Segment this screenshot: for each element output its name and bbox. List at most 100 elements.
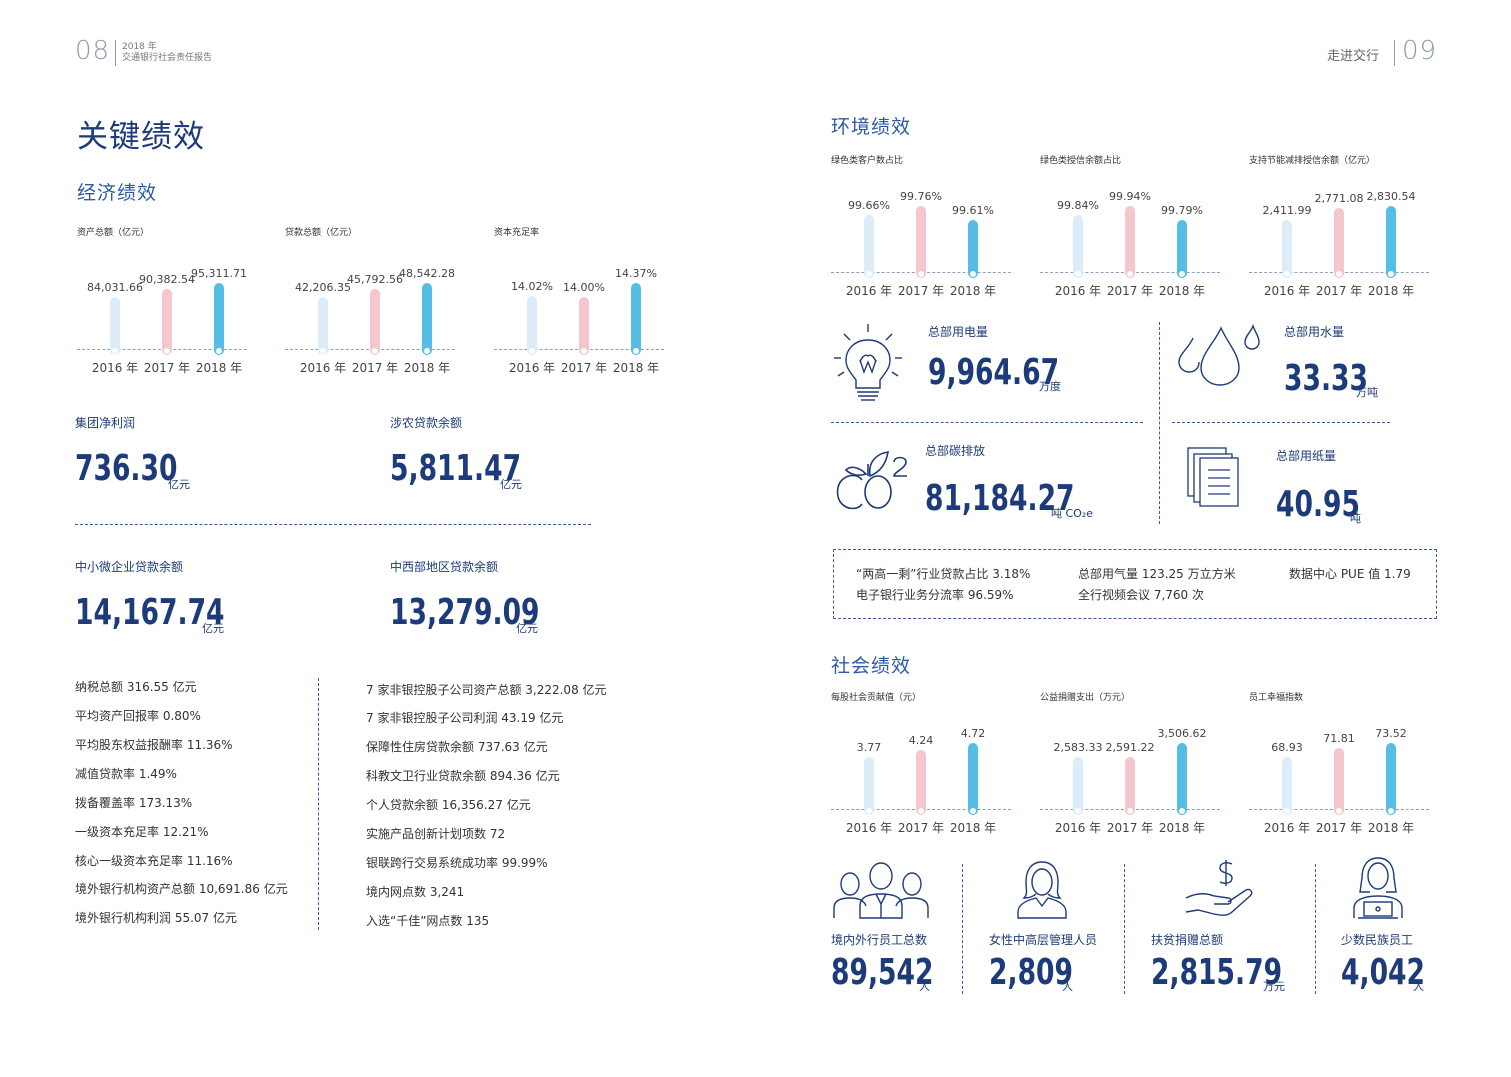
kpi-divider	[75, 524, 591, 525]
chart-point	[111, 347, 119, 355]
paper-label: 总部用纸量	[1276, 449, 1337, 463]
chart-data-label: 14.37%	[615, 267, 657, 280]
chart-point	[865, 807, 873, 815]
group-people-icon	[833, 862, 929, 919]
net-profit-unit: 亿元	[168, 478, 190, 491]
chart-bar	[370, 289, 380, 355]
env-divider-vertical	[1159, 322, 1160, 524]
chart-tick-label: 2017 年	[897, 284, 945, 298]
chart-point	[1074, 270, 1082, 278]
chart-data-label: 42,206.35	[295, 281, 351, 294]
female-managers-label: 女性中高层管理人员	[989, 933, 1098, 947]
chart-point	[1283, 270, 1291, 278]
poverty-donation-value: 2,815.79	[1151, 952, 1283, 993]
ethnic-employees-label: 少数民族员工	[1341, 933, 1414, 947]
water-drop-icon	[1178, 323, 1260, 386]
agri-loans-value: 5,811.47	[390, 448, 522, 489]
chart-bar	[1282, 757, 1292, 815]
agri-loans-label: 涉农贷款余额	[390, 416, 463, 430]
ethnic-employees-unit: 人	[1413, 980, 1424, 993]
ethnic-employee-icon	[1353, 857, 1403, 919]
economic-heading: 经济绩效	[77, 182, 158, 204]
chart-bar	[318, 297, 328, 355]
chart-bar	[527, 296, 537, 355]
chart-bar	[968, 743, 978, 815]
chart-bar	[1334, 748, 1344, 815]
chart-bar	[1386, 206, 1396, 278]
chart-bar	[1125, 756, 1135, 815]
stat-item: 平均股东权益报酬率 11.36%	[75, 738, 233, 752]
header-divider	[115, 40, 116, 66]
stat-item: 银联跨行交易系统成功率 99.99%	[366, 856, 548, 870]
chart-green-clients: 绿色类客户数占比 99.66% 2016 年 99.76% 2017 年 99.61% 20…	[831, 153, 1021, 298]
stat-item: 7 家非银控股子公司利润 43.19 亿元	[366, 711, 564, 725]
env-divider-left	[831, 422, 1143, 423]
chart-point	[163, 347, 171, 355]
chart-title: 支持节能减排授信余额（亿元）	[1249, 156, 1376, 166]
chart-tick-label: 2016 年	[1054, 284, 1102, 298]
chart-tick-label: 2018 年	[949, 821, 997, 835]
chart-data-label: 84,031.66	[87, 281, 143, 294]
chart-tick-label: 2016 年	[1054, 821, 1102, 835]
chart-tick-label: 2017 年	[1106, 284, 1154, 298]
hand-dollar-icon	[1185, 860, 1253, 917]
stat-item: 减值贷款率 1.49%	[75, 767, 177, 781]
lightbulb-icon	[834, 324, 902, 401]
stat-item: 一级资本充足率 12.21%	[75, 825, 209, 839]
net-profit-value: 736.30	[75, 448, 178, 489]
poverty-donation-unit: 万元	[1263, 980, 1285, 993]
female-managers-value: 2,809	[989, 952, 1074, 993]
employees-unit: 人	[919, 980, 930, 993]
female-managers-unit: 人	[1062, 980, 1073, 993]
chart-data-label: 2,591.22	[1105, 740, 1155, 754]
chart-point	[1178, 807, 1186, 815]
chart-employee-happiness: 员工幸福指数 68.93 2016 年 71.81 2017 年 73.52 2018 年	[1249, 690, 1439, 835]
chart-data-label: 14.00%	[563, 281, 605, 294]
chart-data-label: 14.02%	[511, 280, 553, 294]
chart-data-label: 3.77	[856, 741, 882, 754]
employees-label: 境内外行员工总数	[831, 933, 928, 947]
chart-title: 资产总额（亿元）	[77, 228, 150, 238]
chart-data-label: 71.81	[1323, 732, 1355, 746]
chart-title: 绿色类授信余额占比	[1040, 156, 1122, 166]
chart-point	[1178, 270, 1186, 278]
midwest-loans-label: 中西部地区贷款余额	[390, 560, 499, 574]
env-stats-box	[833, 549, 1437, 619]
chart-tick-label: 2018 年	[1367, 821, 1415, 835]
stat-item: 境外银行机构利润 55.07 亿元	[75, 911, 237, 925]
sme-loans-unit: 亿元	[202, 622, 224, 635]
chart-point	[1335, 807, 1343, 815]
chart-bar	[162, 289, 172, 355]
carbon-unit: 吨 CO₂e	[1051, 507, 1094, 520]
midwest-loans-value: 13,279.09	[390, 592, 540, 633]
chart-title: 公益捐赠支出（万元）	[1040, 693, 1131, 703]
poverty-donation-label: 扶贫捐赠总额	[1151, 933, 1224, 947]
stat-item: 个人贷款余额 16,356.27 亿元	[366, 798, 531, 812]
env-stat-item: 总部用气量 123.25 万立方米	[1078, 567, 1236, 581]
chart-tick-label: 2017 年	[351, 361, 399, 375]
chart-bar	[968, 220, 978, 278]
chart-bar	[579, 297, 589, 355]
chart-bar	[1125, 206, 1135, 278]
chart-point	[969, 807, 977, 815]
chart-point	[917, 270, 925, 278]
chart-bar	[631, 283, 641, 355]
chart-data-label: 73.52	[1375, 727, 1407, 740]
chart-point	[528, 347, 536, 355]
stat-item: 实施产品创新计划项数 72	[366, 827, 506, 841]
chart-data-label: 2,411.99	[1262, 204, 1312, 217]
env-divider-right	[1172, 422, 1390, 423]
chart-bar	[1177, 220, 1187, 278]
chart-data-label: 95,311.71	[191, 267, 247, 280]
chart-bar	[864, 215, 874, 278]
paper-stack-icon	[1187, 447, 1239, 507]
stat-item: 境外银行机构资产总额 10,691.86 亿元	[75, 882, 288, 896]
right-section-title: 走进交行	[1327, 49, 1380, 64]
social-divider	[962, 864, 963, 994]
chart-bar	[1177, 743, 1187, 815]
water-unit: 万吨	[1356, 386, 1378, 399]
chart-charity-spending: 公益捐赠支出（万元） 2,583.33 2016 年 2,591.22 2017 年 3,…	[1040, 690, 1230, 835]
chart-point	[917, 807, 925, 815]
chart-tick-label: 2018 年	[612, 361, 660, 375]
agri-loans-unit: 亿元	[500, 478, 522, 491]
